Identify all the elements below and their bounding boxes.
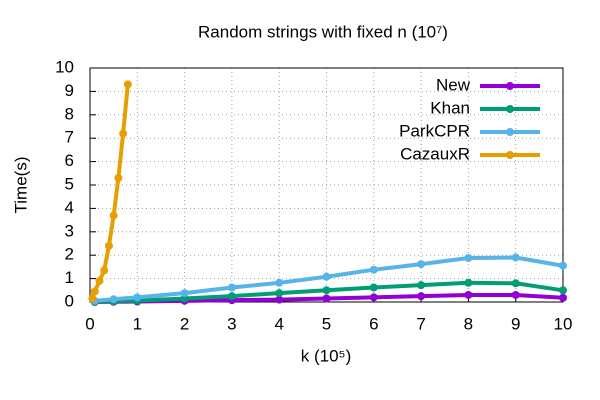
data-point bbox=[90, 287, 99, 296]
data-point bbox=[511, 279, 520, 288]
y-tick-label: 2 bbox=[65, 245, 74, 264]
data-point bbox=[275, 278, 284, 287]
data-point bbox=[119, 129, 128, 138]
x-tick-label: 0 bbox=[85, 314, 94, 333]
data-point bbox=[417, 292, 426, 301]
y-tick-label: 0 bbox=[65, 291, 74, 310]
data-point bbox=[227, 292, 236, 301]
data-point bbox=[511, 290, 520, 299]
data-point bbox=[95, 276, 104, 285]
data-point bbox=[369, 265, 378, 274]
data-point bbox=[275, 289, 284, 298]
y-tick-label: 10 bbox=[55, 57, 74, 76]
data-point bbox=[322, 286, 331, 295]
data-point bbox=[417, 260, 426, 269]
y-tick-label: 9 bbox=[65, 81, 74, 100]
data-point bbox=[104, 241, 113, 250]
x-tick-label: 6 bbox=[369, 314, 378, 333]
data-point bbox=[369, 293, 378, 302]
legend-marker bbox=[506, 82, 514, 90]
legend-marker bbox=[506, 105, 514, 113]
chart-title: Random strings with fixed n (10⁷) bbox=[198, 22, 448, 41]
data-point bbox=[109, 295, 118, 304]
legend-marker bbox=[506, 128, 514, 136]
y-axis-label: Time(s) bbox=[11, 157, 30, 214]
data-point bbox=[559, 293, 567, 302]
y-tick-label: 1 bbox=[65, 268, 74, 287]
y-tick-label: 3 bbox=[65, 221, 74, 240]
data-point bbox=[322, 272, 331, 281]
data-point bbox=[464, 254, 473, 263]
x-tick-label: 3 bbox=[227, 314, 236, 333]
x-tick-label: 5 bbox=[322, 314, 331, 333]
legend-label: ParkCPR bbox=[399, 121, 470, 140]
y-tick-label: 8 bbox=[65, 104, 74, 123]
data-point bbox=[464, 278, 473, 287]
data-point bbox=[114, 173, 123, 182]
data-point bbox=[559, 261, 567, 270]
legend-label: CazauxR bbox=[400, 144, 470, 163]
x-tick-label: 2 bbox=[180, 314, 189, 333]
data-point bbox=[511, 253, 520, 262]
legend-label: Khan bbox=[430, 98, 470, 117]
data-point bbox=[180, 289, 189, 298]
data-point bbox=[275, 295, 284, 304]
x-tick-label: 8 bbox=[464, 314, 473, 333]
y-tick-label: 4 bbox=[65, 198, 74, 217]
x-tick-label: 9 bbox=[511, 314, 520, 333]
x-axis-label: k (10⁵) bbox=[301, 346, 352, 365]
data-point bbox=[559, 286, 567, 295]
x-tick-label: 7 bbox=[416, 314, 425, 333]
data-point bbox=[109, 211, 118, 220]
data-point bbox=[369, 283, 378, 292]
data-point bbox=[100, 266, 109, 275]
legend-marker bbox=[506, 151, 514, 159]
series-line bbox=[90, 84, 130, 300]
data-point bbox=[123, 80, 132, 89]
data-point bbox=[322, 294, 331, 303]
data-point bbox=[464, 290, 473, 299]
x-tick-label: 10 bbox=[554, 314, 573, 333]
legend-label: New bbox=[436, 75, 471, 94]
y-tick-label: 5 bbox=[65, 174, 74, 193]
x-tick-label: 4 bbox=[274, 314, 283, 333]
data-point bbox=[88, 294, 97, 303]
x-tick-label: 1 bbox=[133, 314, 142, 333]
data-point bbox=[417, 281, 426, 290]
y-tick-label: 7 bbox=[65, 128, 74, 147]
data-point bbox=[227, 283, 236, 292]
data-point bbox=[133, 293, 142, 302]
y-tick-label: 6 bbox=[65, 151, 74, 170]
